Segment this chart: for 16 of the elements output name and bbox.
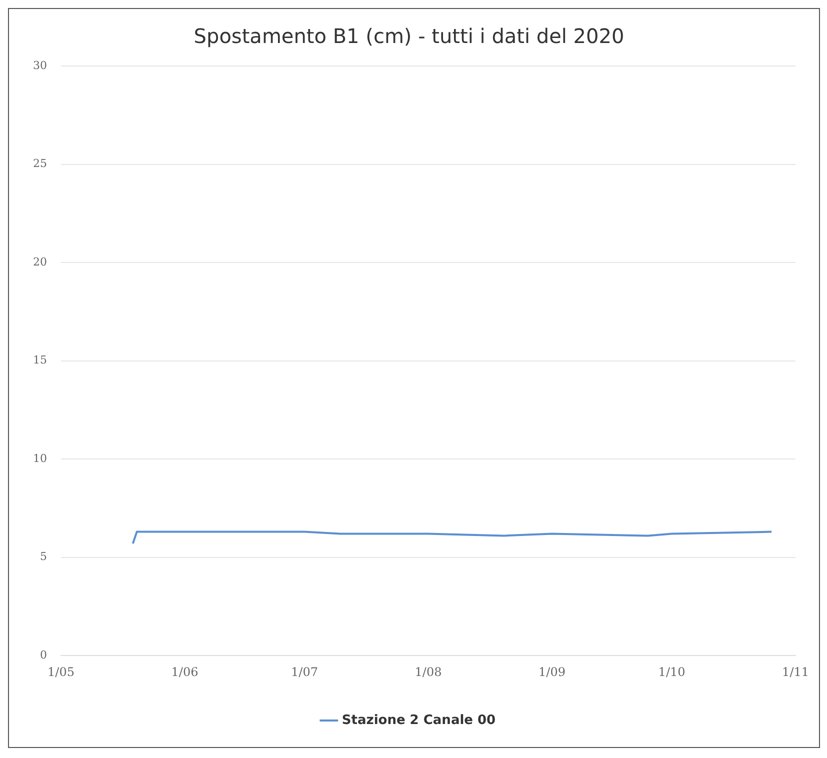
- y-tick-label: 30: [32, 58, 47, 72]
- y-tick-label: 15: [32, 354, 47, 367]
- x-tick-label: 1/08: [414, 664, 442, 679]
- x-tick-label: 1/05: [48, 664, 74, 679]
- x-tick-label: 1/07: [291, 664, 318, 679]
- y-tick-label: 5: [40, 550, 47, 564]
- x-tick-label: 1/10: [658, 664, 686, 679]
- x-tick-label: 1/09: [538, 664, 566, 679]
- chart-title: Spostamento B1 (cm) - tutti i dati del 2020: [194, 24, 624, 48]
- y-tick-label: 20: [32, 255, 47, 268]
- y-tick-label: 0: [40, 648, 47, 662]
- x-tick-label: 1/06: [171, 664, 198, 679]
- legend-label: Stazione 2 Canale 00: [342, 712, 496, 728]
- y-tick-label: 25: [32, 157, 47, 170]
- x-tick-label: 1/11: [782, 664, 810, 679]
- y-tick-label: 10: [32, 452, 47, 465]
